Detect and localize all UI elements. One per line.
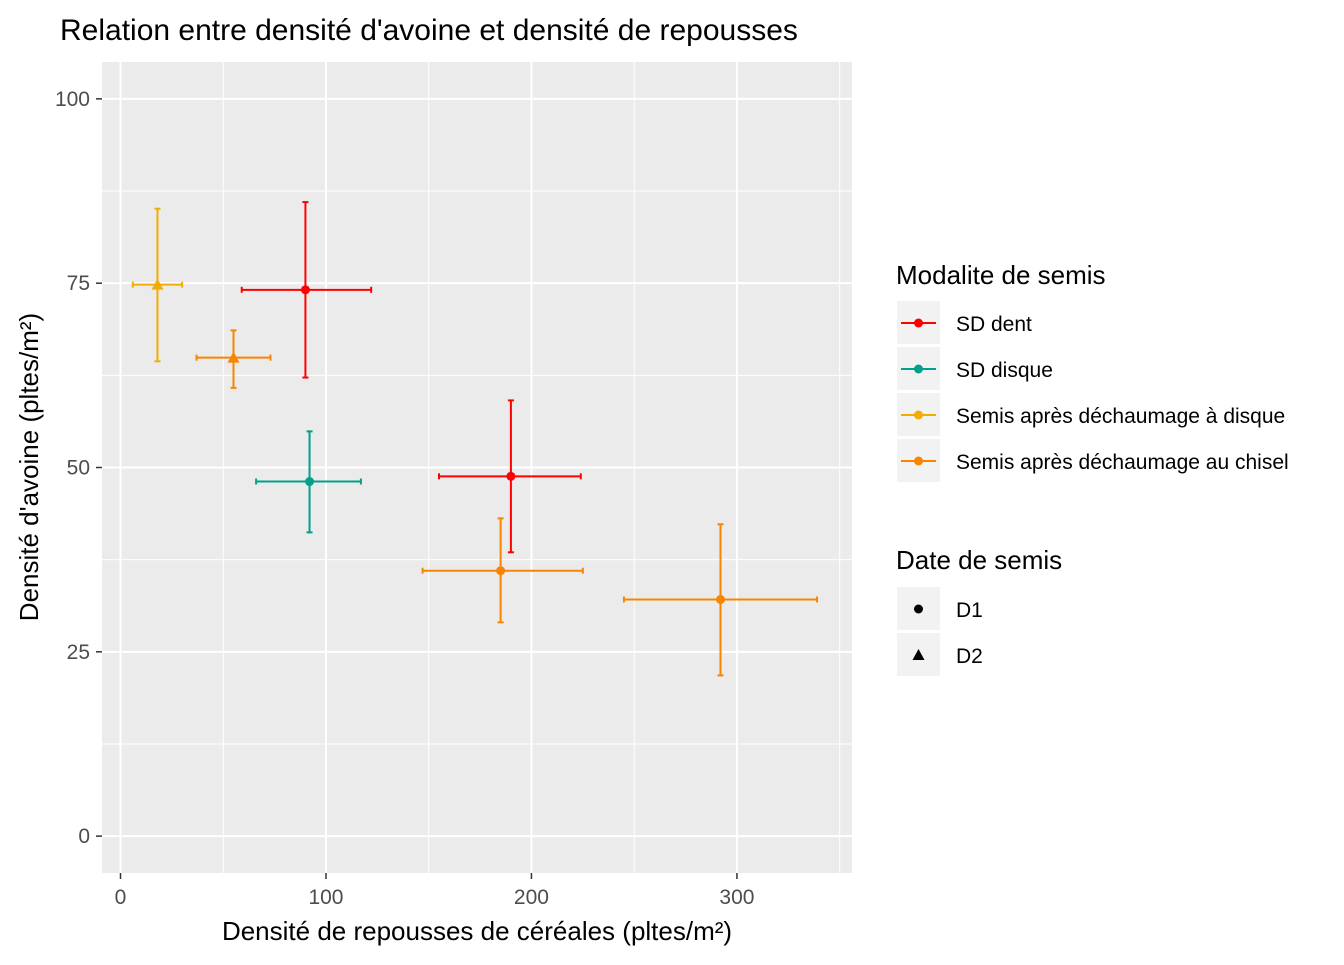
gridlines <box>102 62 852 873</box>
y-tick-label: 75 <box>67 272 90 295</box>
y-tick-label: 0 <box>78 825 90 848</box>
x-tick-label: 200 <box>514 886 549 909</box>
data-point-group <box>437 399 582 554</box>
data-point <box>305 477 315 487</box>
data-point <box>496 566 506 576</box>
data-point-group <box>255 430 362 534</box>
data-point-group <box>421 517 584 624</box>
legend-title-modalite: Modalite de semis <box>896 260 1106 290</box>
data-point-group <box>240 201 373 379</box>
legend-label: SD disque <box>956 359 1053 382</box>
data-point <box>506 471 516 481</box>
legend-key-point <box>914 456 923 466</box>
legend-key-point <box>914 318 923 328</box>
legend-label: D1 <box>956 599 983 622</box>
data-point <box>227 351 240 363</box>
axis-ticks: 0 100 200 300 0 25 50 75 100 <box>55 88 755 909</box>
legend-key-point <box>914 364 923 374</box>
data-point-group <box>131 207 184 363</box>
x-tick-label: 100 <box>308 886 343 909</box>
data-point-group <box>622 523 819 677</box>
legend-label: Semis après déchaumage au chisel <box>956 451 1289 474</box>
legend-title-date: Date de semis <box>896 545 1062 575</box>
legend-key-point <box>914 410 923 420</box>
chart-title: Relation entre densité d'avoine et densi… <box>60 14 798 47</box>
y-tick-label: 50 <box>67 457 90 480</box>
x-tick-label: 0 <box>115 886 127 909</box>
y-axis-label: Densité d'avoine (pltes/m²) <box>14 313 44 621</box>
x-tick-label: 300 <box>719 886 754 909</box>
data-points <box>131 201 819 677</box>
legend-key-shape <box>914 604 923 614</box>
legend-label: SD dent <box>956 313 1032 336</box>
legend-key-shape <box>912 649 925 660</box>
data-point <box>151 278 164 290</box>
x-axis-label: Densité de repousses de céréales (pltes/… <box>222 916 732 946</box>
y-tick-label: 25 <box>67 641 90 664</box>
legend: Modalite de semis SD dent SD disque Semis a… <box>896 260 1289 676</box>
legend-label: Semis après déchaumage à disque <box>956 405 1285 428</box>
y-tick-label: 100 <box>55 88 90 111</box>
data-point <box>300 285 310 295</box>
legend-label: D2 <box>956 645 983 668</box>
data-point-group <box>195 329 272 389</box>
data-point <box>715 594 725 604</box>
